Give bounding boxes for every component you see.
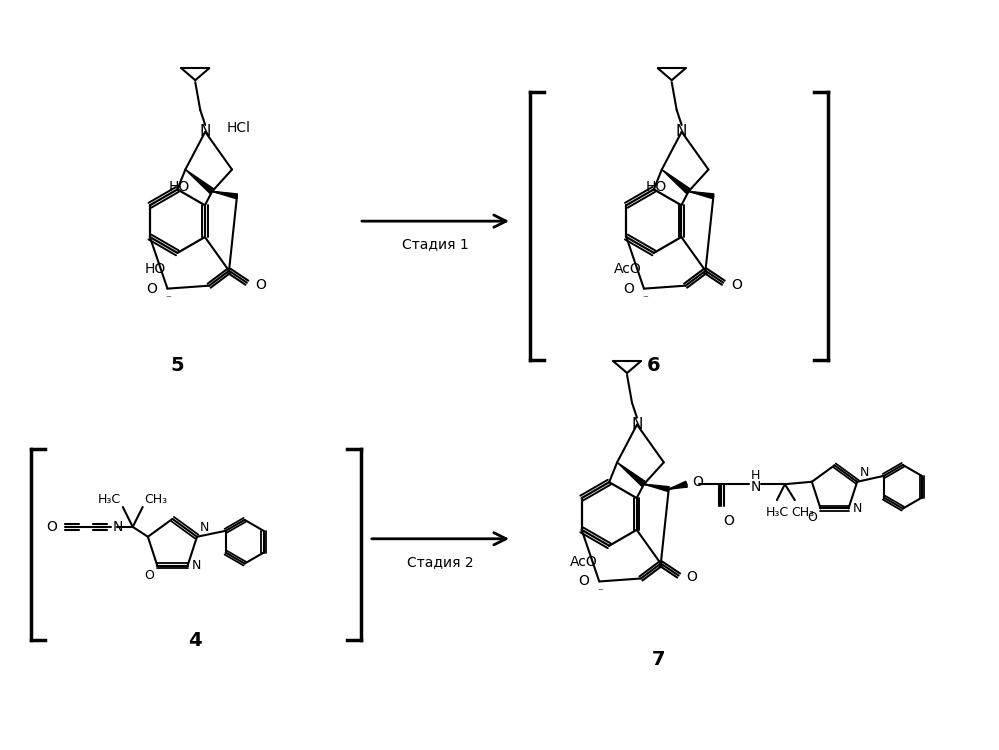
Text: O: O [147,282,158,296]
Text: O: O [145,568,154,581]
Text: Стадия 1: Стадия 1 [403,237,469,251]
Text: O: O [692,476,703,489]
Text: CH₃: CH₃ [791,506,814,519]
Text: HO: HO [144,262,166,276]
Text: N: N [200,124,211,140]
Text: N: N [676,124,687,140]
Text: O: O [807,512,817,524]
Text: 7: 7 [652,650,665,669]
Text: N: N [852,502,862,515]
Text: O: O [686,571,697,584]
Polygon shape [668,482,687,489]
Polygon shape [644,484,669,491]
Text: AcO: AcO [569,554,597,568]
Text: 4: 4 [189,631,202,650]
Text: ⁻: ⁻ [166,295,172,304]
Text: N: N [860,466,869,478]
Text: H₃C: H₃C [98,493,121,506]
Text: H₃C: H₃C [765,506,788,519]
Text: Стадия 2: Стадия 2 [408,554,474,568]
Text: N: N [631,417,642,432]
Polygon shape [212,191,238,199]
Text: N: N [751,480,761,494]
Text: ⁻: ⁻ [642,295,647,304]
Text: HCl: HCl [227,121,251,135]
Text: 5: 5 [171,356,184,374]
Text: O: O [731,278,742,292]
Text: N: N [113,520,123,534]
Text: O: O [623,282,634,296]
Polygon shape [186,170,214,194]
Polygon shape [688,191,714,199]
Text: O: O [255,278,266,292]
Text: H: H [751,470,760,482]
Text: ⁻: ⁻ [597,587,603,598]
Text: N: N [200,520,210,534]
Text: HO: HO [169,181,190,194]
Text: O: O [723,514,734,528]
Text: AcO: AcO [614,262,642,276]
Text: HO: HO [645,181,666,194]
Text: N: N [192,559,201,572]
Text: CH₃: CH₃ [145,493,168,506]
Text: O: O [46,520,57,534]
Polygon shape [661,170,690,194]
Text: 6: 6 [647,356,660,374]
Text: O: O [578,574,589,589]
Polygon shape [617,462,645,487]
